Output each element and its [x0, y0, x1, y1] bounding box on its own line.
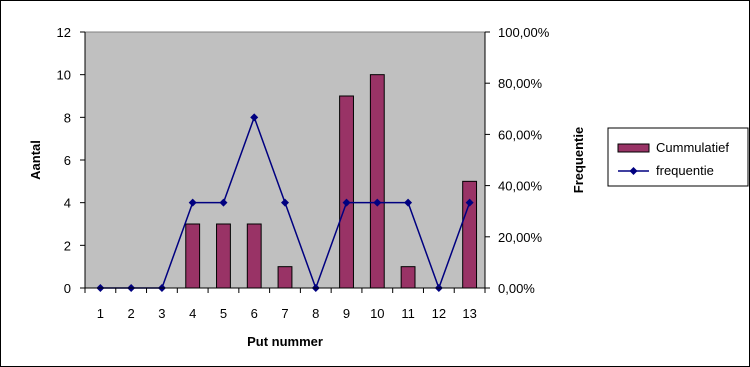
x-tick-label: 5	[220, 306, 227, 321]
bar-5	[216, 223, 231, 289]
point-4	[188, 198, 197, 207]
legend-marker-icon	[629, 167, 638, 175]
bar-13	[462, 180, 478, 289]
legend-label-bar: Cummulatief	[656, 140, 729, 155]
x-tick-label: 13	[462, 306, 476, 321]
bar-11	[400, 266, 416, 289]
y-tick-label-left: 6	[64, 153, 71, 168]
bar-4	[185, 223, 201, 289]
bar-9	[339, 95, 354, 289]
y-axis-title-left: Aantal	[28, 140, 43, 180]
point-10	[373, 198, 382, 207]
y-tick-label-left: 8	[64, 110, 71, 125]
x-tick-label: 7	[281, 306, 288, 321]
bar-7	[277, 266, 293, 289]
bar-10	[369, 74, 385, 289]
y-tick-label-right: 0,00%	[498, 281, 535, 296]
x-tick-label: 2	[128, 306, 135, 321]
x-axis-title: Put nummer	[247, 334, 323, 349]
x-tick-label: 9	[343, 306, 350, 321]
y-tick-label-right: 20,00%	[498, 230, 543, 245]
y-tick-label-right: 60,00%	[498, 127, 543, 142]
x-tick-label: 12	[432, 306, 446, 321]
x-tick-label: 3	[158, 306, 165, 321]
bar-series	[185, 74, 478, 289]
legend: Cummulatief frequentie	[607, 127, 749, 187]
legend-box	[607, 127, 749, 187]
point-7	[281, 198, 289, 207]
plot-area	[84, 31, 486, 289]
legend-label-line: frequentie	[656, 163, 714, 178]
x-tick-label: 6	[251, 306, 258, 321]
y-tick-label-right: 80,00%	[498, 76, 543, 91]
bar-6	[246, 223, 262, 289]
point-11	[404, 198, 413, 207]
y-tick-label-right: 100,00%	[498, 25, 550, 40]
y-tick-label-right: 40,00%	[498, 179, 543, 194]
legend-swatch-bar	[617, 143, 650, 153]
y-tick-label-left: 4	[64, 196, 71, 211]
x-tick-label: 8	[312, 306, 319, 321]
x-tick-label: 1	[97, 306, 104, 321]
point-13	[465, 198, 474, 207]
axes: 0246810120,00%20,00%40,00%60,00%80,00%10…	[57, 25, 550, 321]
y-tick-label-left: 10	[57, 68, 71, 83]
point-9	[342, 198, 351, 207]
y-tick-label-left: 2	[64, 238, 71, 253]
x-tick-label: 4	[189, 306, 196, 321]
point-6	[250, 113, 259, 122]
y-axis-title-right: Frequentie	[571, 127, 586, 193]
x-tick-label: 10	[370, 306, 384, 321]
y-tick-label-left: 0	[64, 281, 71, 296]
y-tick-label-left: 12	[57, 25, 71, 40]
x-tick-label: 11	[401, 306, 415, 321]
point-5	[219, 198, 228, 207]
